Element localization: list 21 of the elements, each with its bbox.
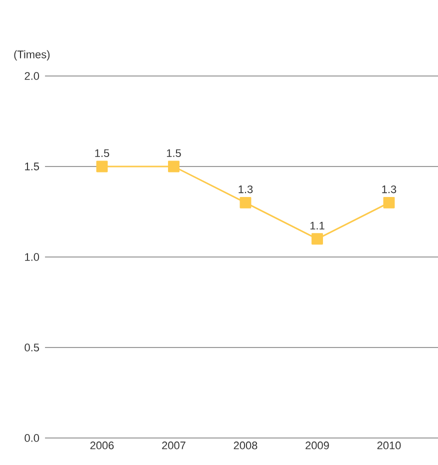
y-tick-label: 1.5 (25, 162, 40, 170)
x-tick-label: 2007 (162, 442, 186, 450)
y-tick-label: 2.0 (24, 72, 40, 80)
x-tick-label: 2008 (234, 442, 258, 450)
data-label: 1.1 (310, 222, 324, 230)
point (96, 160, 108, 172)
x-tick-label: 2006 (90, 442, 114, 450)
x-tick-label: 2010 (377, 442, 401, 450)
data-label: 1.3 (238, 185, 253, 194)
y-tick-label: 0.5 (24, 344, 40, 352)
y-tick-label: 1.0 (25, 253, 40, 261)
y-axis-title: (Times) (14, 50, 50, 60)
point (240, 196, 252, 208)
point (312, 233, 323, 245)
data-label: 1.5 (95, 149, 110, 157)
data-label: 1.3 (382, 185, 396, 194)
x-tick-label: 2009 (306, 442, 329, 450)
data-label: 1.5 (166, 149, 181, 157)
point (168, 160, 180, 172)
point (383, 196, 395, 208)
y-tick-label: 0.0 (24, 434, 40, 442)
